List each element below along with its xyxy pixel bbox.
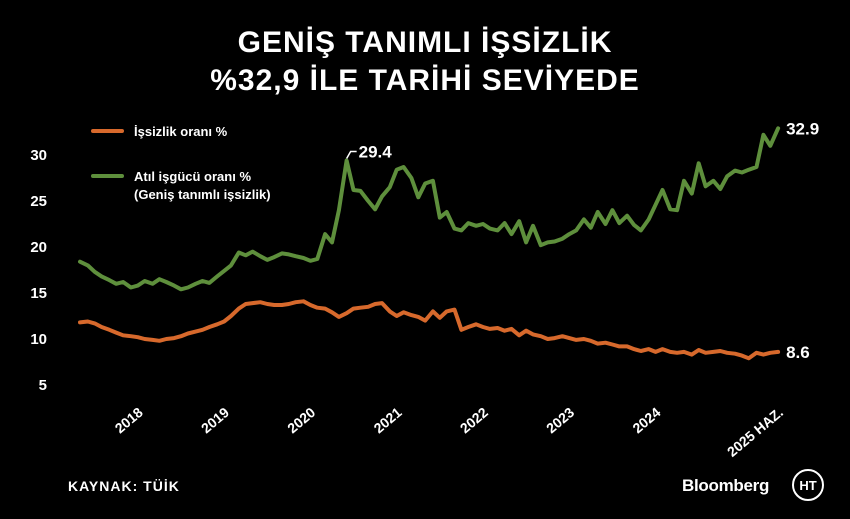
peak-leader-line — [345, 150, 357, 159]
chart-title-line-2: %32,9 İLE TARİHİ SEVİYEDE — [210, 64, 640, 97]
legend-label: (Geniş tanımlı işsizlik) — [134, 187, 271, 202]
bloomberg-logo: Bloomberg — [682, 476, 770, 495]
chart-annotations: 8.6 32.9 29.4 — [345, 119, 819, 362]
x-tick-label: 2019 — [198, 404, 232, 436]
y-tick-label: 30 — [30, 147, 47, 164]
x-tick-label: 2018 — [112, 404, 146, 436]
chart-legend: İşsizlik oranı % Atıl işgücü oranı % (Geni… — [91, 124, 271, 202]
series-line-underutilization — [78, 126, 781, 292]
y-axis-ticks: 5 10 15 20 25 30 — [30, 147, 47, 394]
end-value-label: 8.6 — [786, 343, 810, 362]
y-tick-label: 15 — [30, 285, 47, 302]
ht-logo-icon: HT — [792, 469, 824, 501]
series-line-unemployment — [78, 299, 781, 361]
end-value-label: 32.9 — [786, 119, 819, 138]
source-note: KAYNAK: TÜİK — [68, 478, 180, 494]
x-tick-label: 2023 — [543, 404, 577, 436]
y-tick-label: 10 — [30, 331, 47, 348]
peak-value-label: 29.4 — [359, 143, 393, 162]
x-tick-label: 2021 — [370, 404, 404, 436]
x-tick-label: 2020 — [284, 404, 318, 436]
x-axis-ticks: 2018 2019 2020 2021 2022 2023 2024 2025 HAZ. — [112, 404, 786, 460]
y-tick-label: 5 — [39, 377, 47, 394]
series-lines — [78, 126, 781, 361]
chart-title-line-1: GENİŞ TANIMLI İŞSİZLİK — [237, 26, 613, 59]
legend-label: Atıl işgücü oranı % — [134, 169, 251, 184]
x-tick-label: 2024 — [629, 404, 663, 436]
y-tick-label: 25 — [30, 193, 47, 210]
legend-label: İşsizlik oranı % — [134, 124, 228, 139]
y-tick-label: 20 — [30, 239, 47, 256]
x-tick-label: 2022 — [457, 404, 491, 436]
x-tick-label: 2025 HAZ. — [724, 404, 786, 460]
